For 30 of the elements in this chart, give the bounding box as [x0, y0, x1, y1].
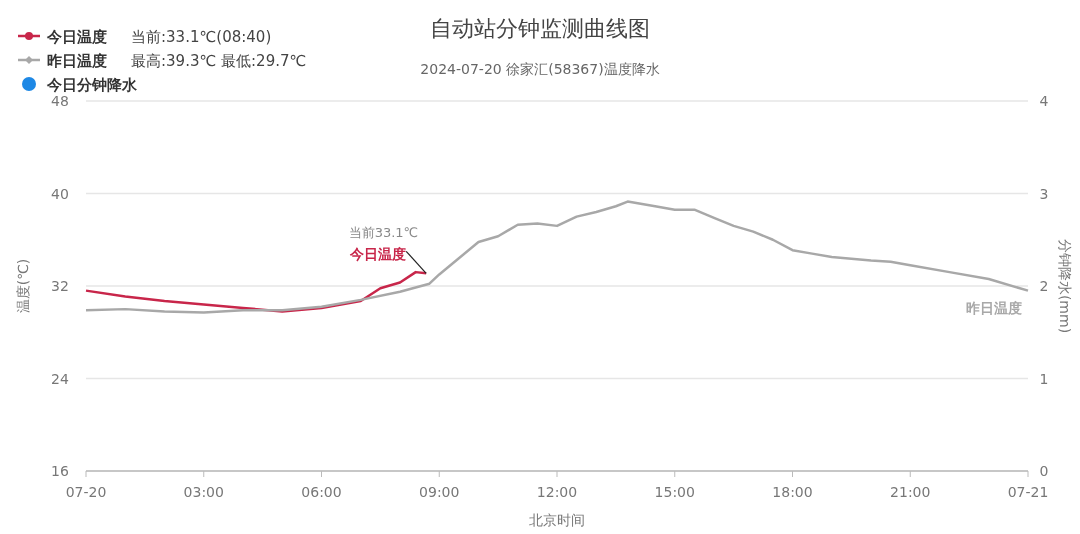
y-tick-label: 32 [51, 278, 69, 294]
y2-tick-label: 4 [1039, 93, 1049, 109]
y-tick-label: 16 [51, 463, 69, 479]
chart-subtitle: 2024-07-20 徐家汇(58367)温度降水 [420, 61, 660, 77]
y2-tick-label: 3 [1039, 185, 1049, 202]
x-tick-label: 18:00 [772, 484, 813, 500]
x-tick-label: 03:00 [183, 484, 224, 500]
y2-axis-title: 分钟降水(mm) [1057, 238, 1073, 334]
y-axis-title: 温度(℃) [15, 258, 31, 314]
x-tick-label: 12:00 [536, 484, 578, 500]
legend-label: 今日温度 [46, 28, 107, 46]
annotation: 当前33.1℃ [348, 225, 419, 241]
x-tick-label: 09:00 [419, 484, 460, 500]
x-tick-label: 07-21 [1007, 484, 1049, 500]
y2-tick-label: 2 [1039, 278, 1049, 294]
x-tick-label: 21:00 [890, 484, 931, 500]
y2-tick-label: 0 [1039, 463, 1049, 479]
legend-label: 昨日温度 [47, 52, 107, 70]
text: 昨日温度 [966, 299, 1022, 316]
x-axis-title: 北京时间 [529, 512, 585, 528]
y-tick-label: 48 [51, 93, 69, 109]
legend-label: 今日分钟降水 [46, 76, 138, 94]
y2-tick-label: 1 [1039, 370, 1049, 387]
x-tick-label: 07-20 [65, 484, 107, 500]
y-tick-label: 40 [51, 185, 69, 202]
x-tick-label: 15:00 [654, 484, 695, 500]
x-tick-label: 06:00 [301, 484, 342, 500]
text: 今日温度 [350, 246, 407, 263]
y-tick-label: 24 [51, 370, 69, 387]
chart-title: 自动站分钟监测曲线图 [430, 16, 650, 41]
